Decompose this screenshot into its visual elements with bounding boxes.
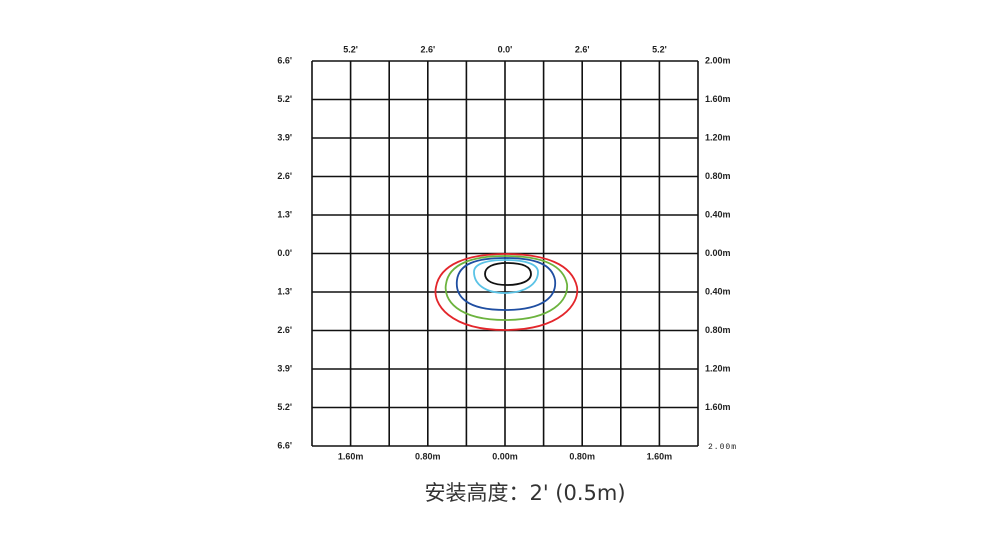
top-label: 2.6': [575, 44, 590, 54]
left-label: 0.0': [277, 248, 292, 258]
left-label: 3.9': [277, 363, 292, 373]
right-label: 1.20m: [705, 363, 731, 373]
contour-blue: [455, 257, 556, 311]
contour-cyan: [473, 259, 539, 294]
contour-black: [484, 262, 532, 286]
right-label: 0.00m: [705, 248, 731, 258]
contour-red: [434, 253, 579, 331]
right-label: 2.00m: [708, 443, 737, 452]
left-label: 1.3': [277, 286, 292, 296]
top-label: 0.0': [498, 44, 513, 54]
left-label: 6.6': [277, 55, 292, 65]
top-label: 5.2': [343, 44, 358, 54]
left-label: 3.9': [277, 132, 292, 142]
bottom-label: 0.00m: [492, 451, 518, 461]
bottom-label: 0.80m: [415, 451, 441, 461]
right-label: 1.60m: [705, 94, 731, 104]
grid: [311, 60, 699, 447]
right-label: 0.40m: [705, 286, 731, 296]
left-label: 5.2': [277, 94, 292, 104]
left-label: 5.2': [277, 402, 292, 412]
left-label: 2.6': [277, 171, 292, 181]
left-label: 1.3': [277, 209, 292, 219]
left-label: 2.6': [277, 325, 292, 335]
bottom-label: 1.60m: [338, 451, 364, 461]
contours: [434, 253, 579, 331]
right-label: 2.00m: [705, 55, 731, 65]
contour-green: [444, 255, 568, 321]
caption: 安装高度：2' (0.5m): [424, 481, 625, 505]
right-label: 1.60m: [705, 402, 731, 412]
bottom-label: 1.60m: [647, 451, 673, 461]
right-label: 0.80m: [705, 325, 731, 335]
right-label: 0.80m: [705, 171, 731, 181]
top-label: 5.2': [652, 44, 667, 54]
top-label: 2.6': [420, 44, 435, 54]
left-label: 6.6': [277, 440, 292, 450]
right-label: 0.40m: [705, 209, 731, 219]
right-label: 1.20m: [705, 132, 731, 142]
bottom-label: 0.80m: [569, 451, 595, 461]
